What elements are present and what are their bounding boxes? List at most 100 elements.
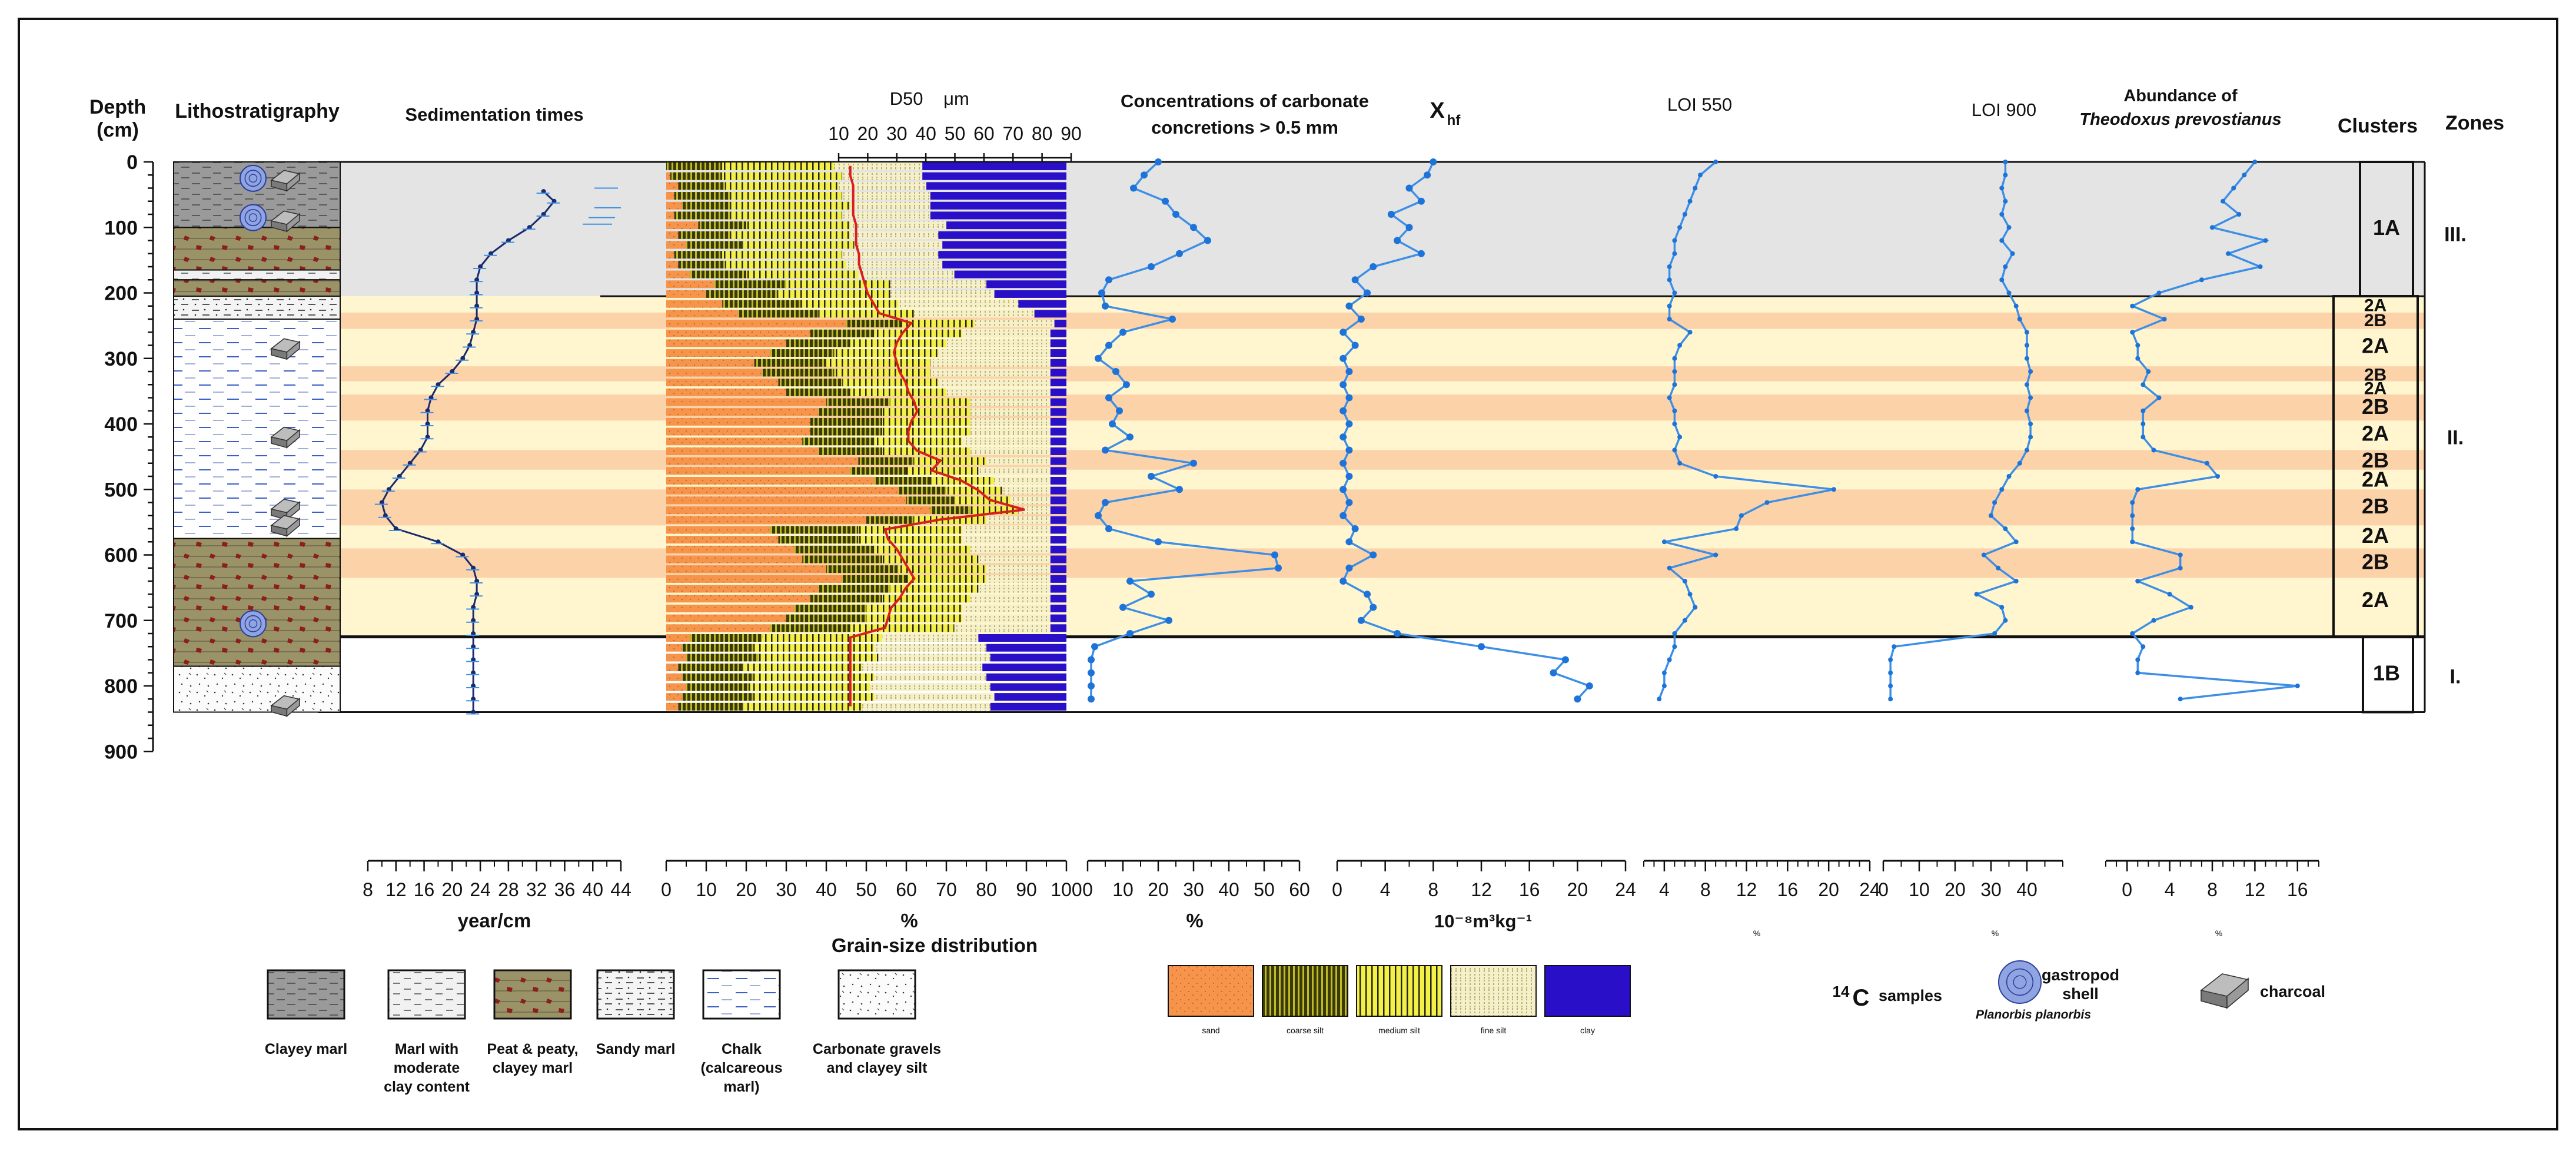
xhf-point bbox=[1424, 171, 1431, 179]
loi900-point bbox=[1974, 592, 1979, 597]
depth-tick-label: 100 bbox=[104, 217, 138, 239]
xhf-point bbox=[1339, 329, 1347, 336]
concretions-point bbox=[1190, 459, 1197, 467]
grain-bar-coarse_silt bbox=[666, 163, 723, 171]
grain-bar-sand bbox=[666, 211, 674, 220]
grain-bar-clay bbox=[1050, 496, 1066, 505]
grain-bar-fine_silt bbox=[974, 320, 1055, 328]
loi550-point bbox=[1667, 277, 1672, 283]
loi550-point bbox=[1672, 290, 1677, 296]
depth-unit-label: (cm) bbox=[97, 119, 139, 141]
band-background bbox=[318, 636, 2425, 712]
loi900-point bbox=[2028, 369, 2033, 374]
theodoxus-point bbox=[2242, 173, 2247, 178]
grain-bar-coarse_silt bbox=[818, 447, 883, 455]
lithology-layer bbox=[173, 279, 341, 297]
grain-bar-coarse_silt bbox=[810, 329, 875, 337]
concretions-point bbox=[1123, 381, 1130, 389]
concretions-point bbox=[1148, 591, 1155, 598]
legend-lithology-label: Chalk bbox=[722, 1041, 762, 1057]
grain-bar-sand bbox=[666, 496, 906, 505]
grain-bar-sand bbox=[666, 585, 819, 593]
grain-bar-medium_silt bbox=[754, 693, 875, 701]
loi900-point bbox=[1999, 185, 2005, 191]
grain-bar-clay bbox=[1050, 447, 1066, 455]
xhf-point bbox=[1345, 473, 1353, 480]
concretions-tick-label: 10 bbox=[1112, 879, 1134, 900]
grain-bar-sand bbox=[666, 280, 714, 288]
grain-bar-medium_silt bbox=[786, 280, 890, 288]
grain-tick-label: 80 bbox=[976, 879, 997, 900]
concretions-point bbox=[1148, 263, 1155, 270]
grain-bar-medium_silt bbox=[746, 221, 850, 230]
xhf-tick-label: 24 bbox=[1615, 879, 1636, 900]
loi900-point bbox=[2028, 395, 2033, 400]
lithology-layer bbox=[173, 296, 341, 320]
grain-bar-fine_silt bbox=[978, 585, 1051, 593]
grain-bar-coarse_silt bbox=[678, 182, 726, 190]
theodoxus-line bbox=[2130, 161, 2298, 701]
band-background bbox=[318, 296, 2425, 313]
grain-bar-coarse_silt bbox=[794, 604, 866, 612]
grain-bar-medium_silt bbox=[722, 172, 843, 180]
loi900-point bbox=[2010, 251, 2015, 256]
cluster-label: 2A bbox=[2362, 523, 2389, 548]
grain-bar-coarse_silt bbox=[698, 221, 746, 230]
grain-bar-sand bbox=[666, 231, 679, 239]
grain-bar-medium_silt bbox=[882, 555, 979, 563]
theodoxus-point bbox=[2140, 644, 2146, 649]
loi900-point bbox=[2003, 618, 2008, 623]
grain-bar-medium_silt bbox=[850, 624, 955, 632]
concretions-point bbox=[1130, 184, 1137, 192]
loi550-point bbox=[1734, 526, 1739, 531]
xhf-tick-label: 16 bbox=[1519, 879, 1540, 900]
band-background bbox=[318, 366, 2425, 382]
grain-bar-medium_silt bbox=[762, 634, 883, 642]
grain-bar-fine_silt bbox=[938, 379, 1051, 387]
grain-bar-sand bbox=[666, 595, 810, 603]
c14-symbol: C bbox=[1853, 985, 1870, 1011]
grain-bar-fine_silt bbox=[882, 634, 979, 642]
grain-bar-fine_silt bbox=[962, 526, 1051, 534]
grain-bar-medium_silt bbox=[874, 545, 970, 553]
loi550-point bbox=[1831, 487, 1836, 492]
theodoxus-point bbox=[2130, 513, 2135, 518]
grain-bar-medium_silt bbox=[742, 664, 863, 672]
grain-bar-clay bbox=[942, 260, 1066, 268]
depth-tick-label: 0 bbox=[127, 151, 138, 174]
grain-bar-coarse_silt bbox=[842, 575, 906, 583]
cluster-label: 2B bbox=[2362, 550, 2389, 574]
loi550-point bbox=[1764, 500, 1770, 505]
grain-bar-sand bbox=[666, 349, 770, 357]
grain-bar-coarse_silt bbox=[722, 300, 803, 308]
xhf-tick-label: 20 bbox=[1567, 879, 1588, 900]
grain-bar-clay bbox=[1050, 329, 1066, 337]
grain-bar-fine_silt bbox=[970, 545, 1051, 553]
grain-bar-medium_silt bbox=[890, 398, 970, 406]
grain-bar-coarse_silt bbox=[762, 369, 835, 377]
xhf-header-sub: hf bbox=[1447, 112, 1461, 128]
d50-unit-header: μm bbox=[943, 88, 969, 109]
grain-bar-coarse_silt bbox=[682, 673, 754, 681]
sedimentation-tick-label: 12 bbox=[385, 879, 407, 900]
grain-bar-medium_silt bbox=[726, 182, 839, 190]
legend-lithology-label: Marl with bbox=[395, 1041, 458, 1057]
grain-bar-clay bbox=[942, 241, 1066, 249]
concretions-point bbox=[1098, 289, 1105, 297]
d50-tick-label: 70 bbox=[1002, 123, 1023, 144]
grain-bar-sand bbox=[666, 201, 683, 210]
grain-bar-fine_silt bbox=[890, 290, 995, 298]
loi900-point bbox=[1999, 487, 2005, 492]
grain-bar-medium_silt bbox=[834, 369, 930, 377]
grain-bar-coarse_silt bbox=[898, 486, 946, 495]
grain-bar-clay bbox=[1050, 339, 1066, 347]
theodoxus-point bbox=[2151, 447, 2156, 453]
grain-bar-medium_silt bbox=[802, 300, 899, 308]
grain-bar-medium_silt bbox=[874, 437, 963, 446]
charcoal-icon bbox=[270, 695, 301, 718]
theodoxus-point bbox=[2226, 251, 2231, 256]
grain-bar-sand bbox=[666, 467, 850, 475]
gastropod-icon bbox=[240, 164, 267, 192]
loi900-point bbox=[1888, 657, 1893, 662]
lithology-layer bbox=[173, 538, 341, 667]
